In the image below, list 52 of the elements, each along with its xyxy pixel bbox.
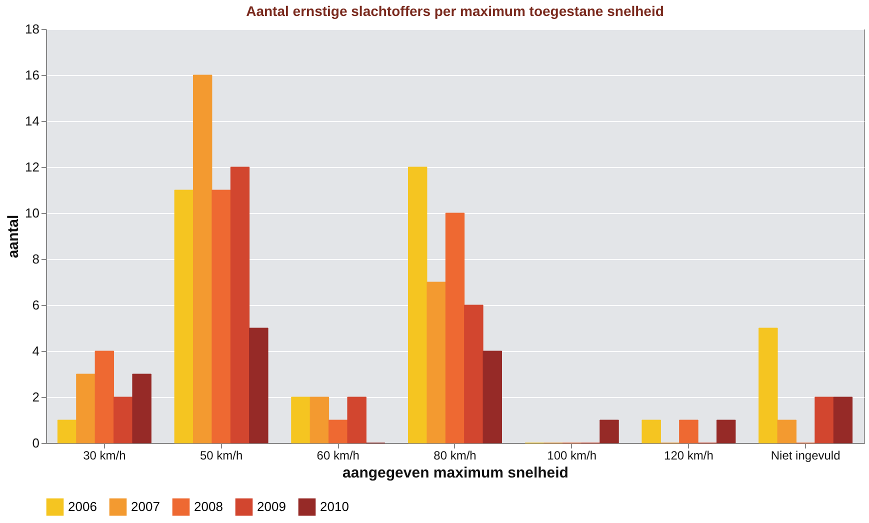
bar: [347, 396, 366, 444]
legend-label: 2009: [257, 499, 286, 514]
bar: [212, 190, 231, 444]
y-tick-label: 2: [32, 390, 40, 404]
bar: [174, 190, 194, 444]
x-tick-label: 30 km/h: [83, 448, 126, 462]
bar: [679, 420, 698, 444]
bar: [114, 396, 133, 444]
x-axis-title: aangegeven maximum snelheid: [342, 464, 568, 482]
bar: [777, 420, 796, 444]
y-axis-title: aantal: [5, 214, 22, 258]
y-tick-label: 14: [25, 114, 40, 128]
y-tick-label: 12: [25, 160, 40, 174]
bar: [445, 212, 465, 444]
legend-label: 2008: [194, 499, 223, 514]
bar: [408, 166, 428, 444]
bar: [57, 420, 77, 444]
bar: [310, 396, 330, 444]
x-tick-label: 120 km/h: [664, 448, 714, 462]
y-tick-label: 6: [32, 298, 40, 312]
y-tick-label: 8: [32, 252, 40, 266]
bar: [192, 74, 212, 444]
bar: [758, 328, 778, 444]
y-tick-label: 0: [32, 436, 40, 450]
y-tick-label: 16: [25, 68, 40, 82]
x-tick-label: 80 km/h: [434, 448, 476, 462]
bar: [642, 420, 661, 444]
legend-label: 2006: [68, 499, 97, 514]
bar: [94, 350, 114, 444]
x-tick-label: 50 km/h: [200, 448, 243, 462]
bar: [249, 328, 268, 444]
chart-title: Aantal ernstige slachtoffers per maximum toegestane snelheid: [246, 3, 664, 19]
bar: [482, 350, 502, 444]
bar: [230, 166, 250, 444]
legend-label: 2007: [131, 499, 160, 514]
bar: [328, 420, 348, 444]
bar: [716, 420, 736, 444]
y-tick-label: 4: [32, 344, 40, 358]
x-tick-label: Niet ingevuld: [770, 448, 840, 462]
x-tick-label: 60 km/h: [316, 448, 360, 462]
y-tick-label: 10: [25, 206, 40, 220]
bar: [814, 396, 834, 444]
bar: [132, 374, 152, 444]
bar: [464, 304, 484, 444]
bar: [600, 420, 619, 444]
bar: [291, 396, 310, 444]
x-tick-label: 100 km/h: [547, 448, 597, 462]
legend-label: 2010: [320, 499, 349, 514]
y-tick-label: 18: [25, 22, 40, 36]
bar: [426, 282, 446, 444]
bar: [833, 396, 853, 444]
bar: [76, 374, 96, 444]
